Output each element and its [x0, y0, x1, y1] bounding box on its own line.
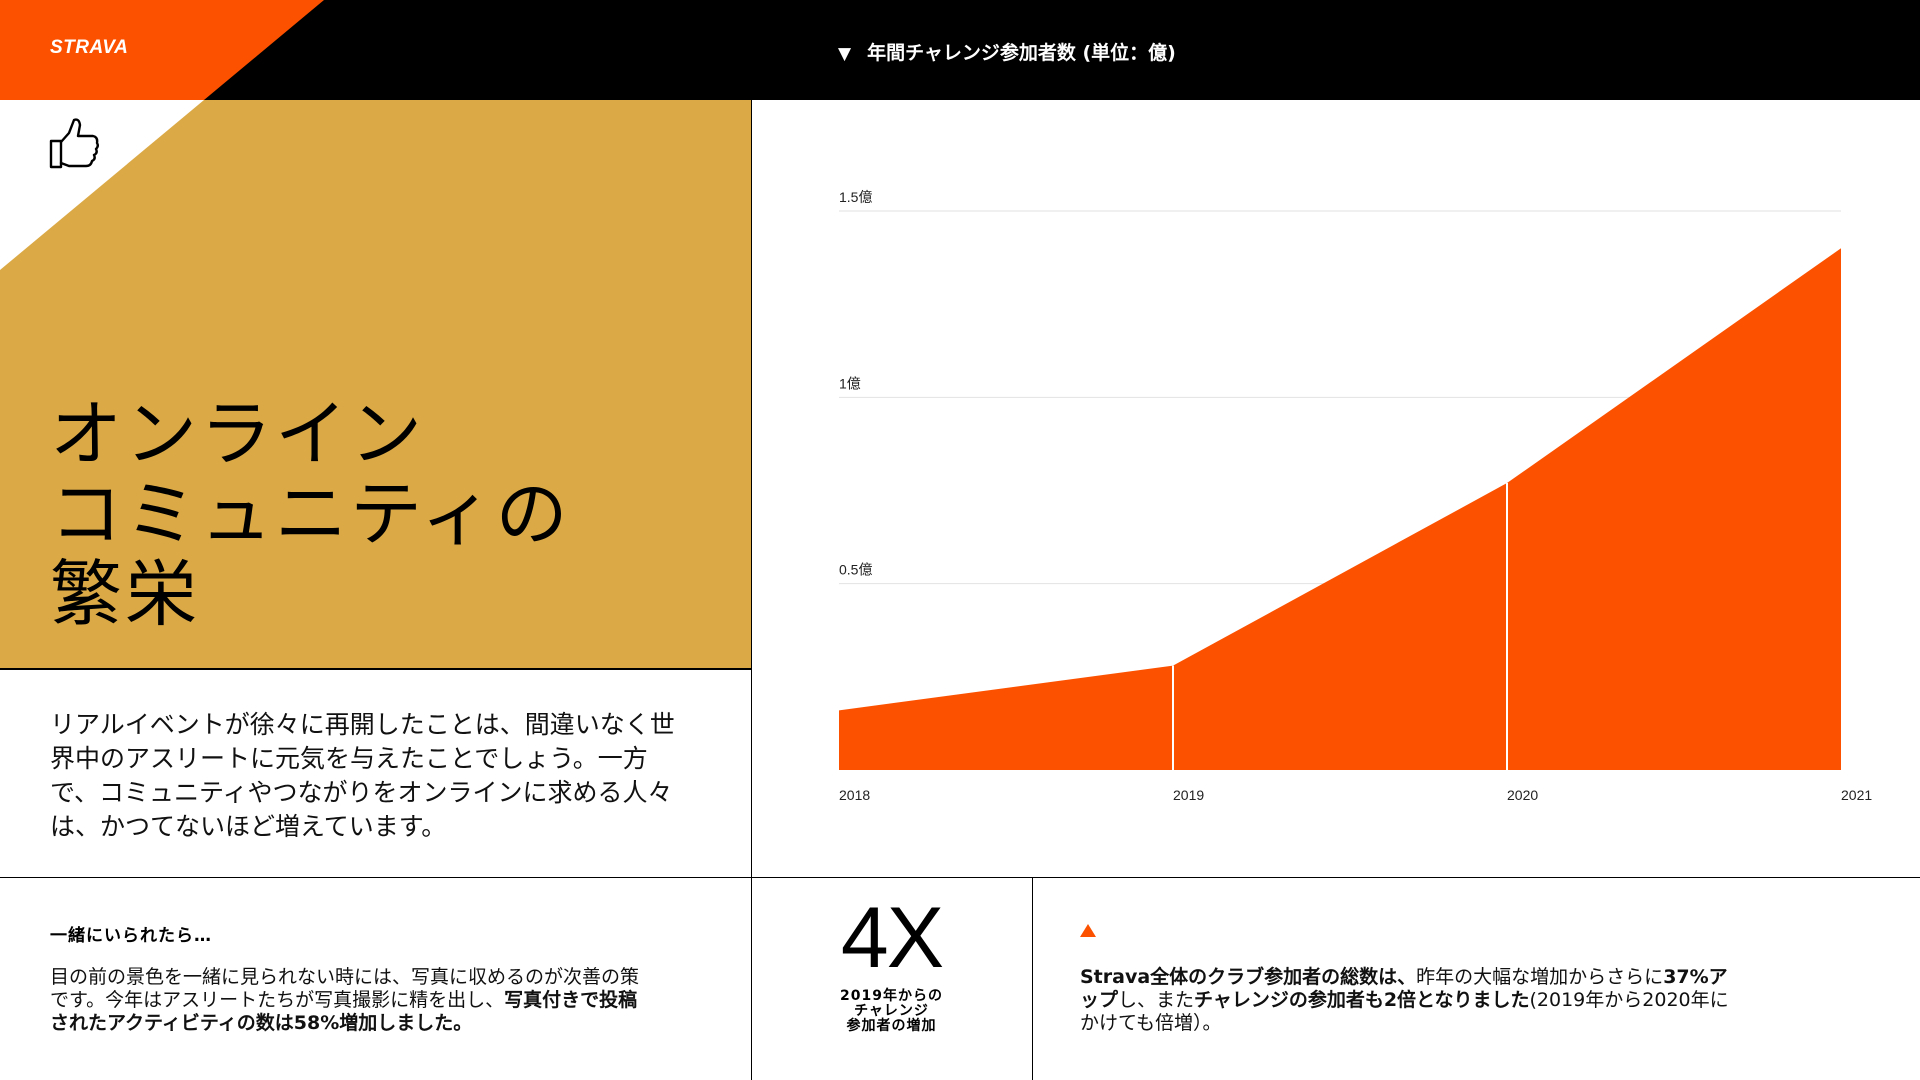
big-stat-caption: 2019年からの チャレンジ 参加者の増加: [751, 989, 1032, 1034]
chart-title: ▼ 年間チャレンジ参加者数 (単位：億): [838, 38, 1176, 65]
x-tick-label: 2018: [839, 787, 870, 803]
y-axis: 0.5億 1億 1.5億: [839, 189, 872, 578]
club-stat-bold: チャレンジの参加者も2倍となりました: [1194, 989, 1530, 1011]
note-body: 目の前の景色を一緒に見られない時には、写真に収めるのが次善の策です。今年はアスリ…: [50, 966, 650, 1035]
chart-area: [839, 248, 1841, 770]
note-body-text: 目の前の景色を一緒に見られない時には、写真に収めるのが次善の策です。今年はアスリ…: [50, 966, 640, 1011]
x-axis: 2018 2019 2020 2021: [839, 787, 1872, 803]
triangle-up-icon: [1080, 924, 1096, 937]
big-stat-caption-line: 2019年からの: [840, 988, 943, 1004]
x-tick-label: 2021: [1841, 787, 1872, 803]
hero-title-line: 繁栄: [50, 552, 201, 636]
row-divider: [0, 877, 1920, 878]
club-stat-bold: 37%アップ: [1080, 966, 1728, 1011]
thumbs-up-icon: [49, 118, 99, 169]
big-stat-value: 4X: [840, 890, 944, 986]
brand-orange-stripe: [0, 0, 324, 100]
big-stat-caption-line: 参加者の増加: [846, 1018, 937, 1034]
area-series: [839, 248, 1841, 770]
hero-title-line: オンライン: [50, 392, 426, 476]
y-tick-label: 1億: [839, 375, 861, 391]
hero-panel: オンライン コミュニティの 繁栄: [0, 100, 751, 669]
club-stat-plain: 昨年の大幅な増加からさらに: [1416, 966, 1664, 988]
club-stat-plain: し、また: [1118, 989, 1195, 1011]
note-title: 一緒にいられたら…: [50, 926, 212, 946]
section-divider: [0, 668, 751, 670]
triangle-down-icon: ▼: [838, 44, 852, 64]
intro-paragraph: リアルイベントが徐々に再開したことは、間違いなく世界中のアスリートに元気を与えた…: [50, 710, 675, 841]
hero-title: オンライン コミュニティの 繁栄: [50, 394, 571, 634]
brand-header: STRAVA: [0, 0, 751, 100]
strava-logo[interactable]: STRAVA: [50, 37, 129, 58]
participants-area-chart: 0.5億 1億 1.5億 2018 2019 2020 2021: [839, 189, 1872, 803]
club-stat-text: Strava全体のクラブ参加者の総数は、昨年の大幅な増加からさらに37%アップし…: [1080, 966, 1740, 1035]
club-stat-bold: Strava全体のクラブ参加者の総数は、: [1080, 966, 1417, 988]
hero-title-line: コミュニティの: [50, 472, 571, 556]
big-stat-caption-line: チャレンジ: [854, 1003, 929, 1019]
y-tick-label: 1.5億: [839, 189, 872, 205]
x-tick-label: 2019: [1173, 787, 1204, 803]
y-tick-label: 0.5億: [839, 562, 872, 578]
column-divider: [751, 0, 752, 1080]
note-body-highlight: 写真付きで投稿されたアクティビティの数は58%増加しました。: [50, 989, 638, 1034]
chart-title-text: 年間チャレンジ参加者数 (単位：億): [867, 42, 1176, 64]
chart-header: ▼ 年間チャレンジ参加者数 (単位：億): [751, 0, 1920, 100]
x-tick-label: 2020: [1507, 787, 1538, 803]
stat-divider: [1032, 877, 1033, 1080]
club-stat-plain: (2019年から2020年にかけても倍増）。: [1080, 989, 1729, 1034]
